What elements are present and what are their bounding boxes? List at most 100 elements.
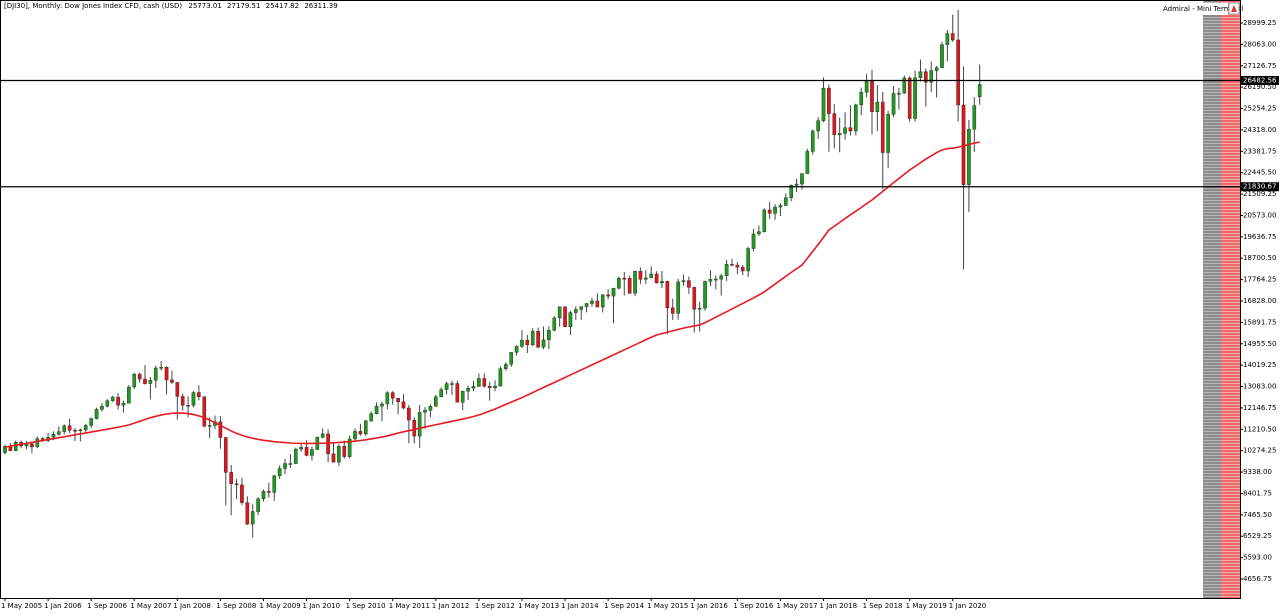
candle-body [617,277,621,289]
candle-body [665,281,670,309]
candle-body [574,309,578,313]
x-tick-label: 1 Sep 2008 [216,602,256,610]
x-tick-label: 1 Jan 2010 [303,602,341,610]
candle-body [159,366,163,369]
plot [3,9,982,538]
candle-body [191,392,196,406]
candle-body [67,425,72,431]
candle-body [633,270,637,294]
candle-body [170,379,174,383]
candle-body [218,421,223,438]
candle-body [30,443,34,448]
y-tick-label: 5593.00 [1243,554,1272,562]
candle-body [950,33,955,41]
candle-body [692,287,697,310]
candle-body [773,206,777,214]
candle-body [918,71,923,78]
candle-body [358,431,363,435]
candle-body [261,491,266,500]
candle-body [778,205,783,208]
y-tick-label: 17764.25 [1243,276,1276,284]
candle-body [153,367,158,381]
candle-body [805,151,810,174]
candle-body [843,127,847,134]
candle-body [186,404,190,407]
candle-body [762,209,767,232]
candle-body [821,87,826,121]
y-tick-label: 19636.75 [1243,233,1276,241]
level-label: 21830.67 [1243,183,1276,191]
candle-body [439,389,443,398]
y-tick-label: 15891.75 [1243,318,1276,326]
candle-body [514,346,519,353]
candle-body [579,306,583,310]
candle-body [638,270,643,280]
candle-body [875,101,880,112]
candle-body [832,113,837,136]
y-tick-label: 7465.50 [1243,511,1272,519]
chart-title: [DJI30], Monthly: Dow Jones Index CFD, c… [4,2,182,10]
y-tick-label: 9338.00 [1243,468,1272,476]
candle-body [751,233,756,249]
candle-body [940,44,944,68]
candle-body [654,273,659,284]
candle-body [197,392,201,397]
candle-body [116,396,120,406]
candle-body [256,498,260,512]
badge-label[interactable]: Admiral - Mini Terminal [1163,5,1243,13]
candle-body [590,300,594,304]
candle-body [967,129,971,185]
candle-body [520,339,524,347]
candle-body [13,442,18,451]
x-tick-label: 1 May 2005 [1,602,42,610]
x-tick-label: 1 Sep 2006 [87,602,127,610]
x-tick-label: 1 Jan 2014 [561,602,599,610]
candle-body [784,197,788,206]
red-panel [1221,1,1240,598]
candle-body [272,475,277,493]
candle-body [730,264,734,266]
candle-body [207,425,212,427]
candle-body [396,398,400,403]
candle-body [859,92,864,106]
candle-body [223,437,228,473]
candle-body [412,419,417,437]
x-tick-label: 1 Sep 2018 [863,602,903,610]
candle-body [530,331,535,346]
candle-body [283,463,287,469]
candle-body [714,278,718,281]
candle-body [229,472,233,484]
candle-body [660,281,664,284]
candle-body [417,412,422,437]
candle-body [600,294,605,308]
candle-body [676,281,680,314]
candle-body [477,378,481,387]
candle-body [363,420,368,435]
candle-body [245,502,250,525]
candle-body [504,364,508,369]
candle-body [288,463,293,465]
candle-body [746,248,750,272]
candle-body [143,378,147,384]
x-tick-label: 1 Sep 2012 [475,602,515,610]
candle-body [568,312,573,327]
candle-body [51,434,56,438]
candle-body [606,294,610,297]
x-tick-label: 1 Sep 2016 [733,602,773,610]
candle-body [611,287,616,297]
candle-body [466,388,470,392]
candle-body [547,330,551,340]
candle-body [374,405,379,414]
y-tick-label: 6529.25 [1243,532,1272,540]
y-tick-label: 8401.75 [1243,489,1272,497]
candle-body [913,77,917,119]
candle-body [816,120,820,132]
candle-body [310,449,314,456]
moving-average-line [4,141,980,448]
header-high: 27179.51 [227,2,260,10]
candle-body [380,403,384,407]
candle-body [934,67,939,71]
x-tick-label: 1 Jan 2012 [432,602,470,610]
x-tick-label: 1 Jan 2018 [820,602,858,610]
candle-body [929,70,934,83]
